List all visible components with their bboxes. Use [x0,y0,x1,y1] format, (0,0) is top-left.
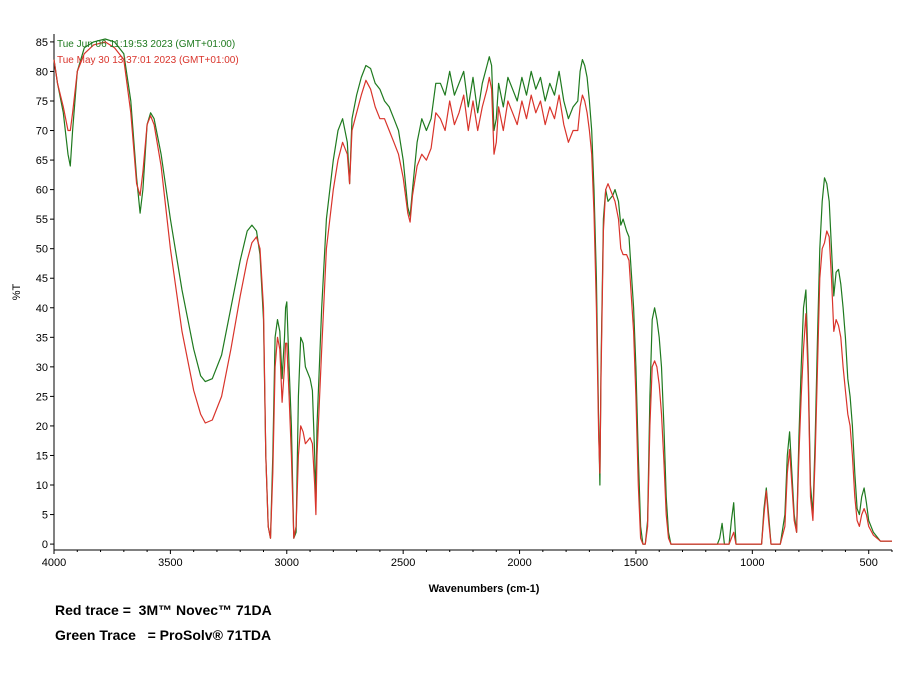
series-line-1 [53,41,892,545]
y-tick-label: 45 [36,273,48,285]
y-tick-label: 60 [36,185,48,197]
x-tick-label: 3500 [158,557,182,569]
x-tick-label: 2500 [391,557,415,569]
y-tick-label: 5 [42,510,48,522]
series-layer [53,38,892,545]
series-line-0 [53,38,892,545]
y-tick-label: 85 [36,37,48,49]
caption-red-trace: Red trace = 3M™ Novec™ 71DA [55,602,272,618]
y-tick-label: 75 [36,96,48,108]
y-tick-label: 40 [36,303,48,315]
legend-entry-green: Tue Jun 06 11:19:53 2023 (GMT+01:00) [57,39,235,50]
y-tick-label: 25 [36,391,48,403]
y-tick-label: 70 [36,126,48,138]
x-tick-label: 1000 [740,557,764,569]
y-tick-label: 35 [36,332,48,344]
y-axis-ticks: 0 5 10 15 20 25 30 35 40 45 50 55 60 65 70 75 80 85 [36,37,54,551]
x-axis-ticks: 4000 3500 3000 2500 2000 1500 1000 500 [42,550,893,569]
y-axis-label: %T [11,283,23,300]
x-tick-label: 4000 [42,557,66,569]
x-tick-label: 1500 [624,557,648,569]
legend-entry-red: Tue May 30 13:37:01 2023 (GMT+01:00) [57,55,239,66]
y-tick-label: 10 [36,480,48,492]
x-axis-label: Wavenumbers (cm-1) [429,583,540,595]
ir-spectrum-chart: 0 5 10 15 20 25 30 35 40 45 50 55 60 65 70 75 80 85 4000 3… [11,34,893,595]
y-tick-label: 30 [36,362,48,374]
y-tick-label: 15 [36,450,48,462]
caption-green-trace: Green Trace = ProSolv® 71TDA [55,627,272,643]
x-tick-label: 2000 [507,557,531,569]
y-tick-label: 80 [36,66,48,78]
y-tick-label: 20 [36,421,48,433]
y-tick-label: 0 [42,539,48,551]
x-tick-label: 500 [860,557,878,569]
y-tick-label: 50 [36,244,48,256]
x-tick-label: 3000 [275,557,299,569]
y-tick-label: 65 [36,155,48,167]
y-tick-label: 55 [36,214,48,226]
